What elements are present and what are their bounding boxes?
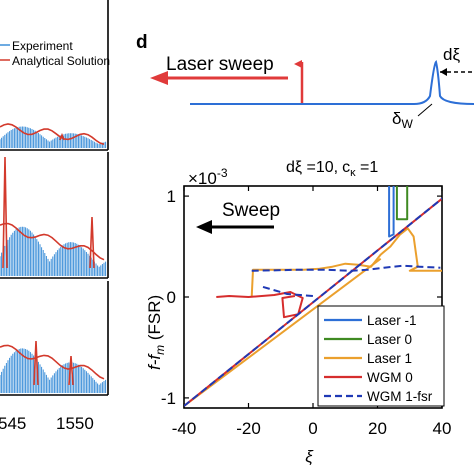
legend-label: WGM 1-fsr [367, 389, 433, 404]
spectral-peak-3-1 [33, 340, 39, 386]
x-tick-label: 20 [368, 419, 387, 438]
legend-experiment: Experiment [12, 39, 73, 53]
series-laser-1 [388, 186, 395, 238]
delta-w-label: δW [392, 109, 413, 131]
panel-d-inset: d Laser sweep dξ δW [136, 32, 474, 131]
legend-entries: Laser -1 Laser 0 Laser 1 WGM 0 WGM 1-fsr [324, 313, 433, 404]
laser-marker-flag [294, 60, 302, 68]
y-exponent-power: -3 [217, 166, 228, 180]
x-tick-label: 0 [308, 419, 317, 438]
legend-box [317, 305, 445, 407]
y-label-m: m [153, 345, 167, 355]
legend-label: Laser -1 [367, 313, 417, 328]
series-wgm-1-fsr [251, 264, 441, 272]
legend-label: Laser 0 [367, 332, 412, 347]
spectral-peak-1-1 [59, 132, 65, 141]
resonance-trace [190, 60, 474, 105]
dxi-label: dξ [443, 45, 460, 64]
experiment-trace-3 [0, 348, 107, 393]
series-wgm-0 [216, 291, 304, 319]
y-axis-label: f-fm (FSR) [145, 295, 167, 370]
panel-d-plot: dξ =10, cκ =1 ×10-3 -40 -20 0 20 40 -1 0 1 Sweep… [145, 159, 451, 466]
y-exponent-base: ×10 [188, 169, 217, 188]
dxi-arrowhead [440, 68, 447, 76]
legend-label: Laser 1 [367, 351, 412, 366]
series-wgm-1-fsr-lower-branch- [262, 285, 314, 297]
x-tick-label: -20 [236, 419, 261, 438]
title-kappa: κ [350, 167, 356, 179]
left-x-tick-1550: 1550 [56, 414, 94, 433]
y-label-f: f [145, 363, 164, 370]
y-tick-label: 1 [167, 187, 176, 206]
data-series [184, 186, 442, 407]
delta-symbol: δ [392, 109, 401, 128]
analytical-envelope-3 [0, 344, 105, 380]
sweep-label: Sweep [222, 200, 280, 221]
y-label-fsr: (FSR) [145, 295, 164, 345]
y-tick-label: -1 [161, 389, 176, 408]
y-label-f2: -f [145, 353, 164, 366]
laser-sweep-arrow-head [150, 71, 168, 85]
left-x-tick-545: 545 [0, 414, 26, 433]
axis-ticks: -40 -20 0 20 40 -1 0 1 [161, 186, 452, 438]
series-laser-1-diagonal- [184, 257, 382, 407]
spectral-peak-2-1 [2, 156, 8, 269]
y-exponent: ×10-3 [188, 166, 228, 188]
legend-analytical: Analytical Solution [12, 54, 110, 68]
plot-legend: Laser -1 Laser 0 Laser 1 WGM 0 WGM 1-fsr [317, 305, 445, 407]
experiment-trace-1 [0, 126, 107, 148]
left-panel: Experiment Analytical Solution 545 1550 [0, 0, 110, 433]
analytical-envelope-1 [0, 123, 105, 145]
series-wgm-1-fsr-diagonal- [184, 197, 442, 407]
title-dxi: dξ =10, [286, 159, 338, 176]
panel-label-d: d [136, 32, 148, 53]
spectra-traces [0, 123, 107, 393]
spectral-peak-3-2 [68, 355, 74, 386]
experiment-trace-2 [0, 226, 107, 276]
sweep-arrow-head [196, 220, 212, 234]
plot-title: dξ =10, cκ =1 [286, 159, 378, 179]
title-eq: =1 [356, 159, 379, 176]
analytical-envelope-2 [0, 222, 105, 261]
delta-w-pointer [417, 103, 433, 117]
laser-sweep-label: Laser sweep [166, 54, 274, 75]
title-c: c [342, 159, 350, 176]
delta-subscript: W [401, 117, 413, 131]
series-laser-0 [395, 186, 409, 221]
x-tick-label: 40 [433, 419, 452, 438]
y-tick-label: 0 [167, 288, 176, 307]
x-tick-label: -40 [172, 419, 197, 438]
x-axis-label: ξ [305, 447, 314, 466]
legend-label: WGM 0 [367, 370, 413, 385]
spectral-peak-2-2 [89, 216, 95, 269]
series-laser-1 [250, 227, 442, 298]
